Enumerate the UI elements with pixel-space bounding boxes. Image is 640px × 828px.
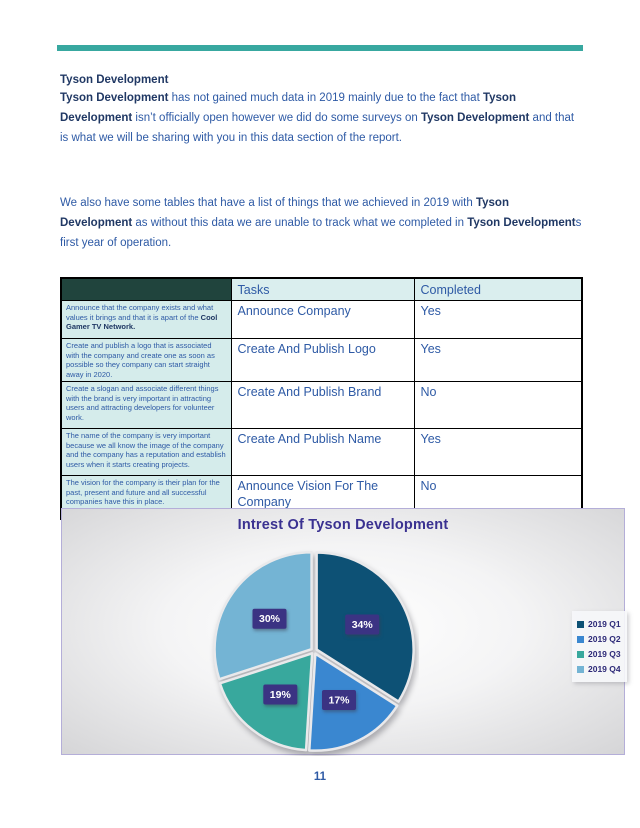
task-description-cell: Announce that the company exists and wha…	[60, 300, 232, 339]
tables-paragraph: We also have some tables that have a lis…	[60, 197, 582, 249]
task-description-cell: Create a slogan and associate different …	[60, 381, 232, 429]
pie-data-label-box	[345, 614, 380, 635]
pie-data-label: 34%	[352, 619, 374, 631]
pie-data-label: 19%	[270, 689, 292, 701]
legend-swatch	[577, 620, 584, 628]
table-header-row: Tasks Completed	[60, 277, 583, 301]
intro-paragraph: Tyson Development has not gained much da…	[60, 92, 575, 144]
task-description-cell: Create and publish a logo that is associ…	[60, 338, 232, 382]
page-number: 11	[313, 771, 327, 783]
task-completed-cell: Yes	[413, 338, 583, 382]
task-completed-cell: Yes	[413, 428, 583, 476]
legend-label: 2019 Q3	[588, 649, 621, 659]
section-heading: Tyson Development	[60, 74, 169, 86]
pie-data-label-box	[322, 690, 356, 710]
table-row: Create a slogan and associate different …	[60, 381, 583, 429]
task-name-cell: Announce Company	[230, 300, 415, 339]
legend-label: 2019 Q1	[588, 619, 621, 629]
legend-item: 2019 Q3	[577, 649, 627, 659]
table-row: The name of the company is very importan…	[60, 428, 583, 476]
legend-label: 2019 Q2	[588, 634, 621, 644]
task-name-cell: Create And Publish Logo	[230, 338, 415, 382]
table-corner-cell	[60, 277, 232, 301]
legend-swatch	[577, 650, 584, 658]
task-completed-cell: Yes	[413, 300, 583, 339]
task-name-cell: Create And Publish Name	[230, 428, 415, 476]
task-completed-cell: No	[413, 381, 583, 429]
tasks-table: Tasks Completed Announce that the compan…	[60, 277, 583, 520]
task-name-cell: Create And Publish Brand	[230, 381, 415, 429]
table-row: Announce that the company exists and wha…	[60, 300, 583, 339]
chart-title: Intrest Of Tyson Development	[237, 517, 449, 533]
pie-data-label-box	[263, 684, 298, 705]
pie-data-label-box	[252, 608, 287, 629]
top-divider-bar	[57, 45, 583, 51]
pie-chart: 34% 17% 19% 30%	[213, 550, 415, 752]
legend-label: 2019 Q4	[588, 664, 621, 674]
task-description-cell: The name of the company is very importan…	[60, 428, 232, 476]
legend-item: 2019 Q1	[577, 619, 627, 629]
table-row: Create and publish a logo that is associ…	[60, 338, 583, 382]
legend-item: 2019 Q2	[577, 634, 627, 644]
pie-data-label: 30%	[259, 613, 281, 625]
pie-chart-panel: Intrest Of Tyson Development 34% 17% 19% 30…	[61, 508, 627, 755]
legend-swatch	[577, 635, 584, 643]
legend-item: 2019 Q4	[577, 664, 627, 674]
tasks-column-header: Tasks	[230, 277, 415, 301]
pie-data-label: 17%	[328, 695, 350, 707]
legend-swatch	[577, 665, 584, 673]
chart-legend: 2019 Q1 2019 Q2 2019 Q3 2019 Q4	[572, 611, 627, 682]
completed-column-header: Completed	[413, 277, 583, 301]
